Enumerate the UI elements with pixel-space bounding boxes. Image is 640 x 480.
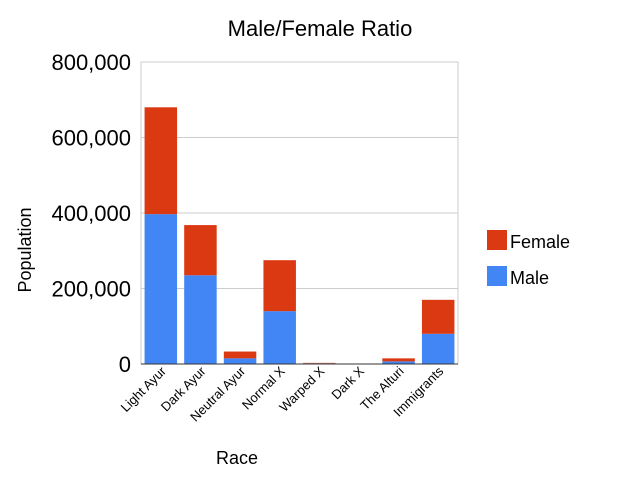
legend-swatch bbox=[487, 230, 507, 250]
chart-title: Male/Female Ratio bbox=[228, 16, 413, 41]
legend-label: Male bbox=[510, 268, 549, 288]
x-axis-label: Race bbox=[216, 448, 258, 468]
bar-male bbox=[223, 358, 257, 364]
y-tick-label: 800,000 bbox=[51, 50, 131, 75]
bar-female bbox=[421, 299, 455, 334]
legend-label: Female bbox=[510, 232, 570, 252]
bar-male bbox=[144, 214, 178, 364]
legend-swatch bbox=[487, 266, 507, 286]
x-tick-label: Dark X bbox=[328, 363, 367, 402]
bar-male bbox=[263, 311, 296, 364]
bar-male bbox=[382, 361, 415, 364]
bars bbox=[144, 107, 455, 364]
bar-female bbox=[263, 260, 296, 312]
bar-female bbox=[184, 225, 217, 276]
y-tick-label: 400,000 bbox=[51, 201, 131, 226]
y-axis-ticks: 0 200,000 400,000 600,000 800,000 bbox=[51, 50, 131, 377]
bar-female bbox=[223, 351, 257, 359]
y-axis-label: Population bbox=[15, 207, 35, 292]
bar-female bbox=[382, 358, 415, 362]
y-tick-label: 200,000 bbox=[51, 277, 131, 302]
bar-male bbox=[184, 275, 217, 364]
bar-male bbox=[421, 333, 455, 364]
bar-female bbox=[144, 107, 178, 215]
y-tick-label: 0 bbox=[119, 352, 131, 377]
y-tick-label: 600,000 bbox=[51, 126, 131, 151]
legend: Female Male bbox=[487, 230, 570, 288]
